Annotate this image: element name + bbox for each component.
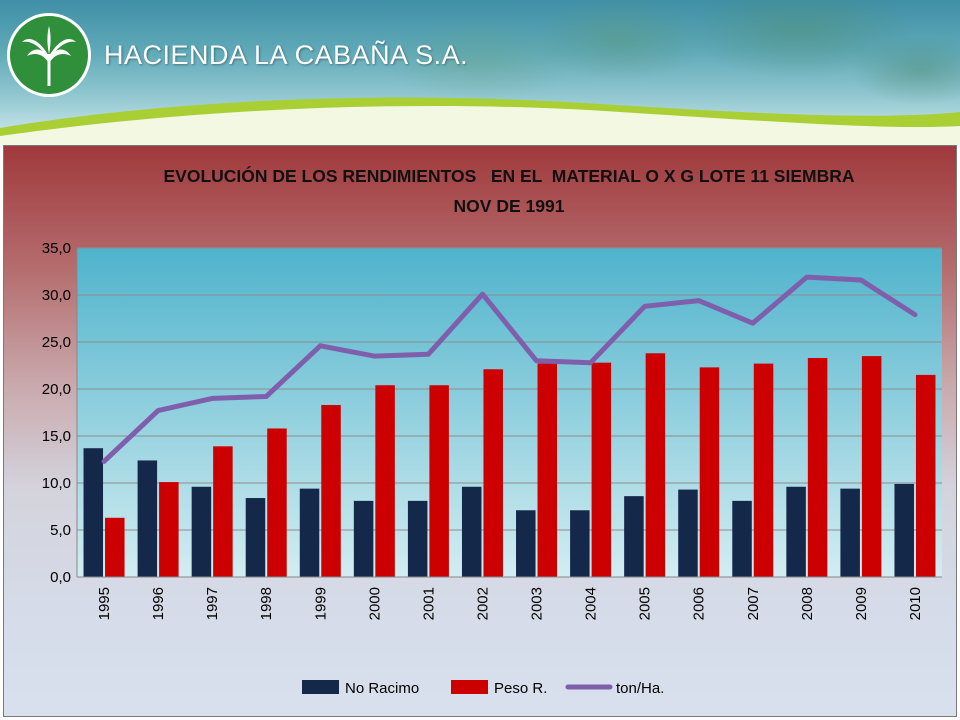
bar-peso-r-2008 [807,357,828,577]
header-swoosh [0,97,960,145]
y-tick-label: 5,0 [50,522,71,539]
x-tick-label: 2004 [583,587,600,620]
bar-peso-r-2001 [429,385,449,577]
bar-peso-r-2010 [915,374,936,577]
x-tick-label: 2001 [420,587,437,620]
x-tick-label: 2007 [745,587,762,620]
bar-peso-r-2004 [591,362,612,577]
x-tick-label: 2003 [529,587,546,620]
bar-peso-r-2007 [753,363,774,577]
y-tick-label: 30,0 [42,287,71,304]
legend-label-peso-r: Peso R. [494,680,547,697]
y-axis: 0,0 5,0 10,0 15,0 20,0 25,0 30,0 35,0 [42,240,78,586]
bars [83,353,936,577]
bar-peso-r-2009 [861,356,882,577]
x-tick-label: 2008 [799,587,816,620]
bar-no-racimo-2007 [732,500,752,577]
x-tick-label: 1995 [96,587,113,620]
bar-no-racimo-2005 [624,496,644,577]
bar-no-racimo-2004 [570,510,590,577]
header-banner: HACIENDA LA CABAÑA S.A. [0,0,960,145]
bar-no-racimo-1998 [245,498,266,577]
chart-panel: EVOLUCIÓN DE LOS RENDIMIENTOS EN EL MATE… [3,145,957,717]
x-tick-label: 2010 [907,587,924,620]
y-tick-label: 25,0 [42,334,71,351]
x-tick-label: 2005 [637,587,654,620]
x-tick-label: 2002 [474,587,491,620]
bar-no-racimo-1996 [137,460,158,577]
palm-logo-icon [10,16,88,94]
chart-title-line1: EVOLUCIÓN DE LOS RENDIMIENTOS EN EL MATE… [163,165,854,186]
y-tick-label: 0,0 [50,569,71,586]
chart-title-line2: NOV DE 1991 [454,196,565,216]
bar-peso-r-1997 [213,446,233,577]
bar-no-racimo-2008 [786,486,806,577]
x-tick-label: 1996 [150,587,167,620]
bar-no-racimo-2001 [407,500,428,577]
bar-no-racimo-1995 [83,448,104,577]
bar-peso-r-1999 [321,404,341,577]
bar-no-racimo-2006 [678,489,698,577]
legend-swatch-peso-r [451,680,488,694]
bar-no-racimo-2002 [461,486,482,577]
bar-no-racimo-2000 [353,500,374,577]
line-ton-ha [101,274,918,464]
bar-peso-r-1995 [105,517,125,577]
x-axis: 1995 1996 1997 1998 1999 2000 2001 2002 2003 2004… [77,576,942,620]
bar-peso-r-2005 [645,353,666,577]
x-tick-label: 1999 [312,587,329,620]
x-tick-label: 2009 [853,587,870,620]
x-tick-label: 1997 [204,587,221,620]
legend-label-ton-ha: ton/Ha. [616,680,664,697]
ton-ha-line [101,274,918,464]
x-tick-label: 1998 [258,587,275,620]
y-tick-label: 15,0 [42,428,71,445]
bar-no-racimo-2010 [894,483,914,577]
bar-peso-r-2003 [537,363,558,577]
bar-peso-r-1998 [267,428,287,577]
bar-peso-r-2000 [375,385,395,577]
bar-peso-r-1996 [159,482,179,577]
y-tick-label: 35,0 [42,240,71,257]
bar-peso-r-2002 [483,369,503,577]
legend-swatch-no-racimo [302,680,339,694]
bar-peso-r-2006 [699,367,720,577]
bar-no-racimo-1999 [299,488,320,577]
bar-no-racimo-1997 [191,486,212,577]
bar-no-racimo-2009 [840,488,860,577]
y-tick-label: 10,0 [42,475,71,492]
legend-label-no-racimo: No Racimo [345,680,419,697]
x-tick-label: 2000 [366,587,383,620]
legend: No Racimo Peso R. ton/Ha. [302,680,664,697]
chart-svg: EVOLUCIÓN DE LOS RENDIMIENTOS EN EL MATE… [42,165,942,697]
x-tick-label: 2006 [691,587,708,620]
y-tick-label: 20,0 [42,381,71,398]
company-name: HACIENDA LA CABAÑA S.A. [104,40,469,70]
bar-no-racimo-2003 [516,510,536,577]
